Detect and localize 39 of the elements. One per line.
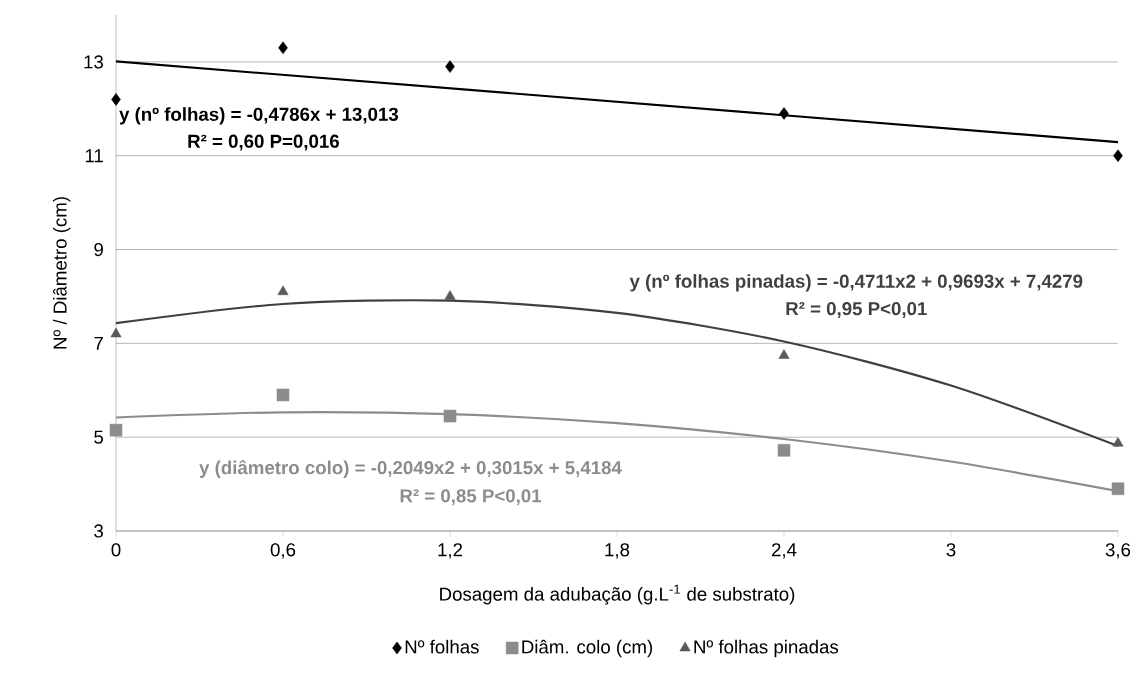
legend-label: Nº folhas bbox=[405, 639, 479, 654]
y-tick-label: 3 bbox=[94, 524, 103, 538]
x-tick-label: 3 bbox=[946, 543, 956, 557]
y-tick-label: 9 bbox=[94, 242, 103, 257]
y-tick-label: 5 bbox=[94, 430, 104, 444]
x-tick-label: 2,4 bbox=[771, 543, 797, 559]
x-tick-label: 0 bbox=[111, 543, 121, 557]
annotation: R² = 0,95 P<0,01 bbox=[786, 302, 927, 318]
annotation: y (nº folhas) = -0,4786x + 13,013 bbox=[119, 107, 399, 125]
x-tick-label: 3,6 bbox=[1105, 543, 1131, 559]
point bbox=[443, 409, 457, 423]
point bbox=[445, 60, 455, 73]
point bbox=[777, 444, 791, 457]
annotation: y (diâmetro colo) = -0,2049x2 + 0,3015x + 5,4184 bbox=[199, 460, 622, 478]
point bbox=[278, 41, 288, 55]
point bbox=[111, 93, 121, 106]
point bbox=[277, 285, 289, 296]
x-tick-label: 1,8 bbox=[605, 543, 630, 559]
point bbox=[778, 349, 790, 359]
point bbox=[110, 327, 122, 338]
y-tick-label: 13 bbox=[84, 55, 103, 69]
annotation: y (nº folhas pinadas) = -0,4711x2 + 0,9693x + 7,4279 bbox=[629, 274, 1083, 292]
x-tick-label: 1,2 bbox=[438, 543, 463, 559]
point bbox=[1112, 437, 1124, 447]
point bbox=[276, 388, 290, 402]
x-axis-title: Dosagem da adubação (g.L$^{-1}$ de substrato) bbox=[440, 584, 795, 605]
point bbox=[1113, 149, 1123, 162]
point bbox=[444, 290, 456, 300]
legend-label: Diâm. colo (cm) bbox=[522, 639, 653, 658]
x-tick-label: 0,6 bbox=[270, 543, 296, 559]
point bbox=[109, 423, 123, 437]
annotation: R² = 0,85 P<0,01 bbox=[400, 489, 542, 506]
legend-label: Nº folhas pinadas bbox=[694, 639, 839, 658]
y-tick-label: 7 bbox=[94, 336, 103, 350]
point bbox=[779, 107, 789, 120]
y-axis-title: Nº / Diâmetro (cm) bbox=[52, 197, 71, 349]
annotation: R² = 0,60 P=0,016 bbox=[188, 134, 339, 151]
y-tick-label: 11 bbox=[85, 149, 103, 163]
point bbox=[1111, 482, 1125, 496]
